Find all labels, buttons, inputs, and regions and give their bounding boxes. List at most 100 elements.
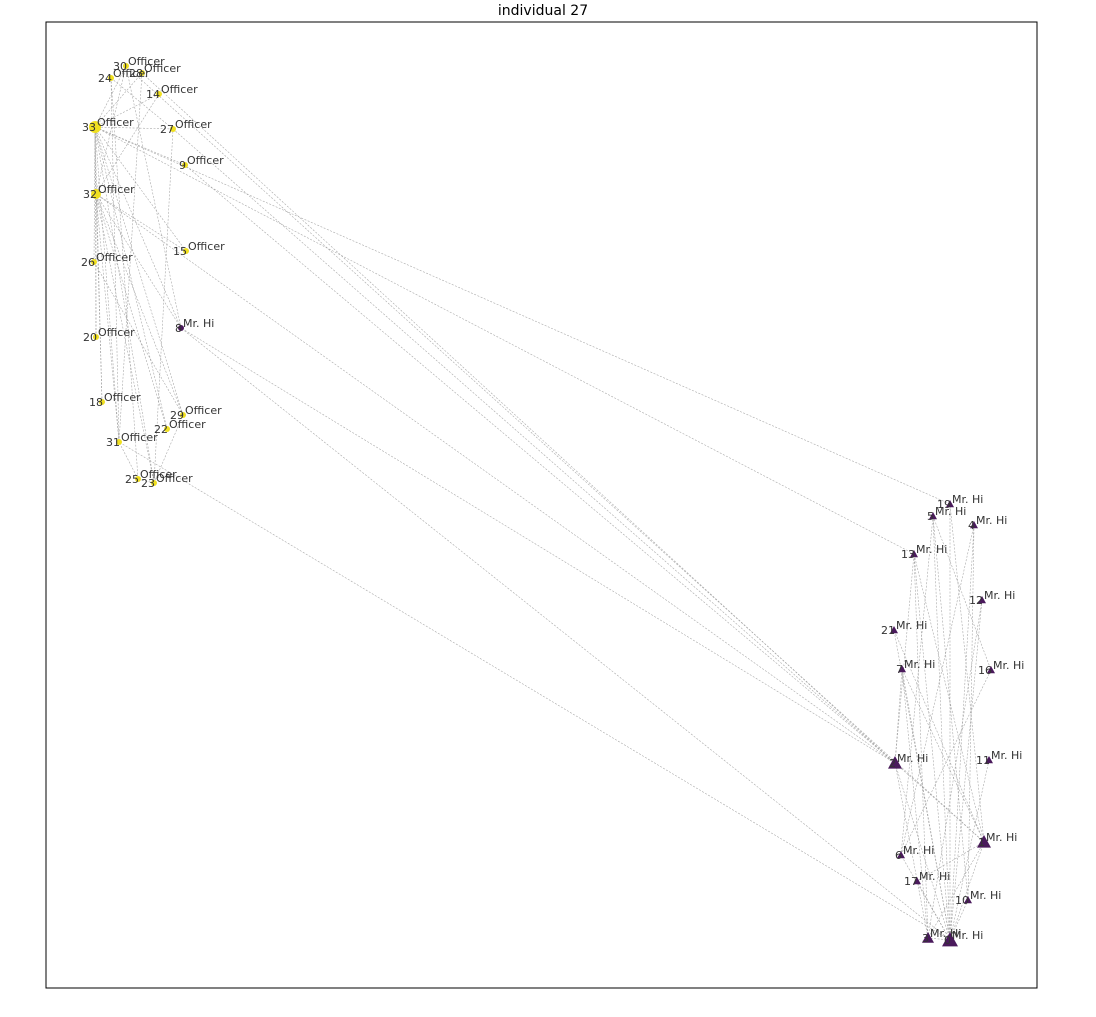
edge-24-31 xyxy=(110,77,120,443)
edge-0-13 xyxy=(913,553,951,941)
node-25 xyxy=(135,476,141,482)
node-id-label-24: 24 xyxy=(98,72,112,85)
node-id-label-13: 13 xyxy=(901,548,915,561)
edge-0-6 xyxy=(900,854,951,941)
node-class-label-25: Officer xyxy=(140,468,177,481)
edge-29-32 xyxy=(95,193,184,416)
edge-3-7 xyxy=(901,668,929,939)
edge-13-33 xyxy=(94,126,915,555)
node-10 xyxy=(964,896,972,904)
plot-title: individual 27 xyxy=(497,3,589,19)
node-id-label-18: 18 xyxy=(89,396,103,409)
node-id-label-4: 4 xyxy=(968,519,975,532)
edge-18-32 xyxy=(95,193,103,403)
node-id-label-23: 23 xyxy=(141,477,155,490)
edge-24-27 xyxy=(110,77,174,130)
node-13 xyxy=(910,550,918,558)
node-8 xyxy=(178,325,184,331)
node-19 xyxy=(946,500,954,508)
node-33 xyxy=(89,121,101,133)
node-id-label-14: 14 xyxy=(146,88,160,101)
node-id-label-30: 30 xyxy=(113,60,127,73)
node-14 xyxy=(156,91,162,97)
node-id-label-22: 22 xyxy=(154,423,168,436)
node-class-label-10: Mr. Hi xyxy=(970,889,1001,902)
edge-0-2 xyxy=(894,762,951,941)
node-11 xyxy=(985,756,993,764)
node-29 xyxy=(180,412,186,418)
node-9 xyxy=(182,162,188,168)
node-class-label-28: Officer xyxy=(144,62,181,75)
edge-24-25 xyxy=(110,77,139,480)
edge-8-30 xyxy=(125,65,182,329)
edge-0-21 xyxy=(893,629,951,941)
edge-15-32 xyxy=(95,193,187,252)
node-class-label-15: Officer xyxy=(188,240,225,253)
edge-3-12 xyxy=(927,599,983,939)
edge-22-32 xyxy=(95,193,168,430)
node-id-label-12: 12 xyxy=(969,594,983,607)
edge-20-33 xyxy=(94,126,97,338)
node-12 xyxy=(978,596,986,604)
node-class-label-29: Officer xyxy=(185,404,222,417)
plot-frame xyxy=(45,21,1038,989)
node-id-label-26: 26 xyxy=(81,256,95,269)
labels-layer: 0 Mr. Hi1 Mr. Hi2 Mr. Hi3 Mr. Hi4 Mr. Hi5 Mr. … xyxy=(81,55,1024,947)
node-16 xyxy=(987,666,995,674)
edge-31-33 xyxy=(94,126,120,443)
node-27 xyxy=(170,126,176,132)
node-class-label-24: Officer xyxy=(113,67,150,80)
edge-15-33 xyxy=(94,126,187,252)
node-id-label-31: 31 xyxy=(106,436,120,449)
edge-26-29 xyxy=(93,261,184,416)
node-class-label-7: Mr. Hi xyxy=(904,658,935,671)
edge-30-33 xyxy=(94,65,127,128)
node-id-label-8: 8 xyxy=(175,322,182,335)
node-class-label-32: Officer xyxy=(98,183,135,196)
node-class-label-20: Officer xyxy=(98,326,135,339)
node-3 xyxy=(922,932,934,943)
node-id-label-10: 10 xyxy=(955,894,969,907)
edge-32-33 xyxy=(94,126,97,195)
edge-4-6 xyxy=(900,524,975,856)
edge-1-7 xyxy=(901,668,985,843)
edge-4-10 xyxy=(967,524,975,901)
edge-23-25 xyxy=(137,478,155,484)
edge-0-11 xyxy=(949,759,990,941)
node-class-label-21: Mr. Hi xyxy=(896,619,927,632)
node-26 xyxy=(91,259,97,265)
node-class-label-5: Mr. Hi xyxy=(935,505,966,518)
edge-1-30 xyxy=(125,65,985,843)
edge-31-32 xyxy=(95,193,120,443)
node-id-label-6: 6 xyxy=(895,849,902,862)
node-id-label-17: 17 xyxy=(904,875,918,888)
node-class-label-23: Officer xyxy=(156,472,193,485)
node-21 xyxy=(890,626,898,634)
edge-2-32 xyxy=(95,193,896,764)
node-id-label-27: 27 xyxy=(160,123,174,136)
node-id-label-28: 28 xyxy=(129,67,143,80)
node-id-label-1: 1 xyxy=(978,836,985,849)
edge-23-32 xyxy=(95,193,155,484)
edge-29-33 xyxy=(94,126,184,416)
edge-0-8 xyxy=(180,327,951,941)
node-id-label-3: 3 xyxy=(922,932,929,945)
edge-5-16 xyxy=(932,515,992,671)
edge-3-13 xyxy=(913,553,929,939)
edge-14-32 xyxy=(95,93,160,195)
edge-0-10 xyxy=(949,899,969,941)
node-class-label-1: Mr. Hi xyxy=(986,831,1017,844)
edge-5-6 xyxy=(900,515,934,856)
node-class-label-27: Officer xyxy=(175,118,212,131)
edge-1-2 xyxy=(894,762,985,843)
edge-5-10 xyxy=(932,515,969,901)
edge-27-33 xyxy=(94,126,174,130)
edge-0-12 xyxy=(949,599,983,941)
node-id-label-21: 21 xyxy=(881,624,895,637)
edge-1-3 xyxy=(927,841,985,939)
node-id-label-16: 16 xyxy=(978,664,992,677)
node-class-label-19: Mr. Hi xyxy=(952,493,983,506)
node-class-label-17: Mr. Hi xyxy=(919,870,950,883)
node-0 xyxy=(942,932,958,947)
edge-0-4 xyxy=(949,524,975,941)
